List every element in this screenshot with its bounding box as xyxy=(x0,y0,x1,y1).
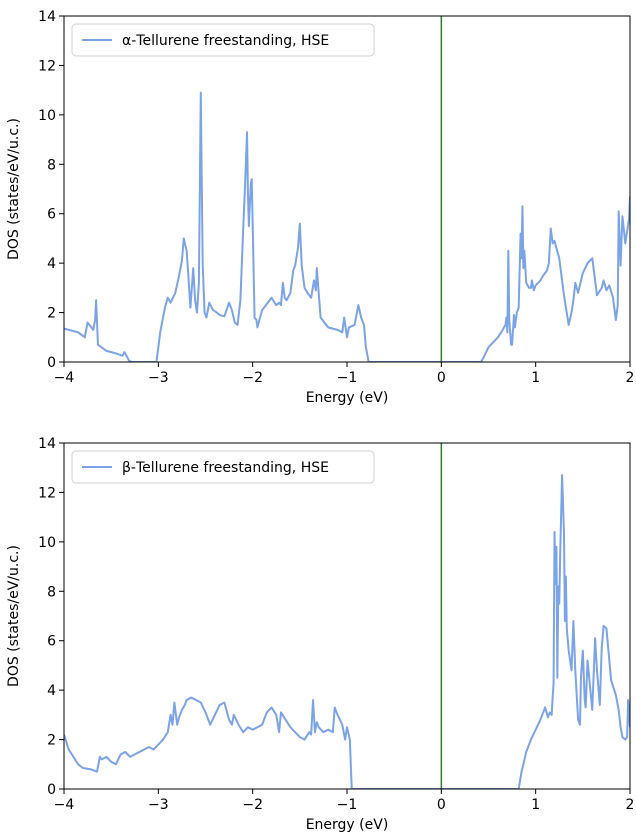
y-tick-label: 0 xyxy=(47,782,56,798)
legend-box xyxy=(71,450,375,484)
x-tick-label: −2 xyxy=(242,797,263,813)
x-tick-label: 2 xyxy=(626,797,635,813)
series-line-1 xyxy=(64,91,630,362)
y-tick-label: 4 xyxy=(47,256,56,272)
y-tick-label: 12 xyxy=(38,485,56,501)
legend: β-Tellurene freestanding, HSE xyxy=(71,450,375,484)
y-tick-label: 10 xyxy=(38,535,56,551)
series-line-1 xyxy=(64,474,630,789)
legend-label: β-Tellurene freestanding, HSE xyxy=(122,460,329,476)
x-tick-label: −1 xyxy=(337,370,358,386)
y-tick-label: 4 xyxy=(47,683,56,699)
x-axis-label: Energy (eV) xyxy=(306,390,389,406)
y-axis-label: DOS (states/eV/u.c.) xyxy=(6,118,22,260)
x-tick-label: 1 xyxy=(531,370,540,386)
legend-label: α-Tellurene freestanding, HSE xyxy=(122,33,329,49)
y-tick-label: 6 xyxy=(47,634,56,650)
y-tick-label: 12 xyxy=(38,58,56,74)
y-tick-label: 2 xyxy=(47,306,56,322)
x-tick-label: −4 xyxy=(54,797,75,813)
x-axis-label: Energy (eV) xyxy=(306,817,389,833)
x-tick-label: −4 xyxy=(54,370,75,386)
x-tick-label: −3 xyxy=(148,797,169,813)
y-tick-label: 2 xyxy=(47,733,56,749)
x-tick-label: 1 xyxy=(531,797,540,813)
y-tick-label: 10 xyxy=(38,108,56,124)
x-tick-label: 0 xyxy=(437,797,446,813)
y-tick-label: 8 xyxy=(47,157,56,173)
legend: α-Tellurene freestanding, HSE xyxy=(71,23,375,57)
y-tick-label: 14 xyxy=(38,436,56,452)
y-tick-label: 14 xyxy=(38,9,56,25)
x-tick-label: −3 xyxy=(148,370,169,386)
x-tick-label: −1 xyxy=(337,797,358,813)
y-tick-label: 8 xyxy=(47,584,56,600)
y-axis-label: DOS (states/eV/u.c.) xyxy=(6,545,22,687)
x-tick-label: 2 xyxy=(626,370,635,386)
y-tick-label: 6 xyxy=(47,207,56,223)
x-tick-label: −2 xyxy=(242,370,263,386)
y-tick-label: 0 xyxy=(47,355,56,371)
x-tick-label: 0 xyxy=(437,370,446,386)
legend-box xyxy=(71,23,375,57)
